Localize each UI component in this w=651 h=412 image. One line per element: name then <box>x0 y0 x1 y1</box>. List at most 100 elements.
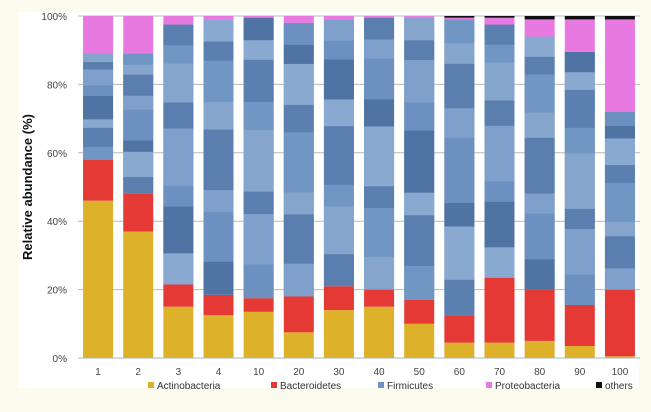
x-tick-label: 10 <box>253 367 265 378</box>
legend-item-actinobacteria: Actinobacteria <box>148 381 221 392</box>
firmicutes-subband <box>604 222 635 237</box>
legend-item-others: others <box>596 381 633 392</box>
bar-segment-proteobacteria <box>83 16 114 54</box>
firmicutes-subband <box>283 22 314 45</box>
bar-segment-bacteroidetes <box>484 277 515 343</box>
firmicutes-subband <box>123 64 154 75</box>
firmicutes-subband <box>163 63 194 103</box>
bar-stack-70 <box>484 16 515 358</box>
legend-item-proteobacteria: Proteobacteria <box>486 381 560 392</box>
firmicutes-subband <box>83 146 114 160</box>
firmicutes-subband <box>524 74 555 113</box>
bar-segment-actinobacteria <box>283 332 314 358</box>
x-tick-label: 3 <box>176 367 182 378</box>
bar-segment-bacteroidetes <box>163 284 194 307</box>
x-tick-label: 90 <box>574 367 586 378</box>
y-tick-label: 80% <box>47 80 67 91</box>
bar-stack-50 <box>404 16 435 358</box>
firmicutes-subband <box>404 215 435 267</box>
firmicutes-subband <box>243 40 274 60</box>
firmicutes-subband <box>123 95 154 110</box>
firmicutes-subband <box>604 236 635 269</box>
x-tick-label: 70 <box>494 367 506 378</box>
bar-segment-bacteroidetes <box>444 315 475 343</box>
bar-segment-proteobacteria <box>283 16 314 23</box>
bar-stack-80 <box>524 16 555 358</box>
firmicutes-subband <box>123 74 154 96</box>
firmicutes-subband <box>404 60 435 103</box>
legend-label: Firmicutes <box>387 381 433 392</box>
bar-segment-actinobacteria <box>524 340 555 358</box>
firmicutes-subband <box>203 190 234 213</box>
bar-segment-proteobacteria <box>404 16 435 18</box>
y-tick-label: 60% <box>47 149 67 160</box>
legend-label: Proteobacteria <box>495 381 560 392</box>
bar-segment-proteobacteria <box>163 16 194 25</box>
legend-swatch <box>486 382 492 388</box>
firmicutes-subband <box>404 17 435 41</box>
firmicutes-subband <box>444 202 475 227</box>
firmicutes-subband <box>83 119 114 128</box>
x-tick-label: 20 <box>293 367 305 378</box>
bar-stack-90 <box>564 16 595 358</box>
x-tick-label: 50 <box>414 367 426 378</box>
firmicutes-subband <box>404 192 435 216</box>
firmicutes-subband <box>364 17 395 40</box>
firmicutes-subband <box>524 112 555 138</box>
firmicutes-subband <box>604 268 635 290</box>
firmicutes-subband <box>163 128 194 186</box>
firmicutes-subband <box>524 137 555 194</box>
firmicutes-subband <box>484 44 515 63</box>
bar-stack-4 <box>203 16 234 358</box>
firmicutes-subband <box>604 182 635 223</box>
legend-item-bacteroidetes: Bacteroidetes <box>271 381 341 392</box>
y-tick-label: 20% <box>47 286 67 297</box>
firmicutes-subband <box>123 140 154 152</box>
bar-segment-actinobacteria <box>123 231 154 358</box>
firmicutes-subband <box>323 99 354 127</box>
firmicutes-subband <box>283 192 314 215</box>
firmicutes-subband <box>243 101 274 130</box>
firmicutes-subband <box>564 229 595 275</box>
firmicutes-subband <box>323 40 354 60</box>
firmicutes-subband <box>524 213 555 260</box>
firmicutes-subband <box>203 212 234 262</box>
firmicutes-subband <box>484 181 515 202</box>
firmicutes-subband <box>163 102 194 129</box>
firmicutes-subband <box>444 226 475 280</box>
bar-segment-bacteroidetes <box>364 289 395 307</box>
x-tick-label: 1 <box>95 367 101 378</box>
firmicutes-subband <box>404 266 435 300</box>
bar-stack-30 <box>323 16 354 358</box>
bar-segment-actinobacteria <box>564 346 595 358</box>
firmicutes-subband <box>364 99 395 127</box>
firmicutes-subband <box>364 256 395 290</box>
bar-stack-60 <box>444 16 475 358</box>
y-tick-label: 0% <box>53 354 68 365</box>
firmicutes-subband <box>163 253 194 285</box>
firmicutes-subband <box>444 279 475 316</box>
x-tick-label: 80 <box>534 367 546 378</box>
bar-segment-bacteroidetes <box>203 294 234 316</box>
firmicutes-subband <box>444 43 475 64</box>
firmicutes-subband <box>524 259 555 290</box>
bar-segment-bacteroidetes <box>123 193 154 232</box>
bar-segment-bacteroidetes <box>243 298 274 312</box>
firmicutes-subband <box>243 264 274 299</box>
bar-segment-others <box>604 16 635 20</box>
firmicutes-subband <box>243 59 274 102</box>
x-tick-label: 30 <box>333 367 345 378</box>
firmicutes-subband <box>364 58 395 100</box>
firmicutes-subband <box>484 125 515 182</box>
bar-stack-100 <box>604 16 635 358</box>
legend-swatch <box>378 382 384 388</box>
bar-stack-3 <box>163 16 194 358</box>
firmicutes-subband <box>604 125 635 139</box>
bar-segment-actinobacteria <box>364 306 395 358</box>
firmicutes-subband <box>123 109 154 141</box>
legend: Actinobacteria Bacteroidetes Firmicutes Pro… <box>148 381 633 392</box>
x-tick-label: 100 <box>612 367 629 378</box>
firmicutes-subband <box>163 24 194 46</box>
legend-item-firmicutes: Firmicutes <box>378 381 433 392</box>
